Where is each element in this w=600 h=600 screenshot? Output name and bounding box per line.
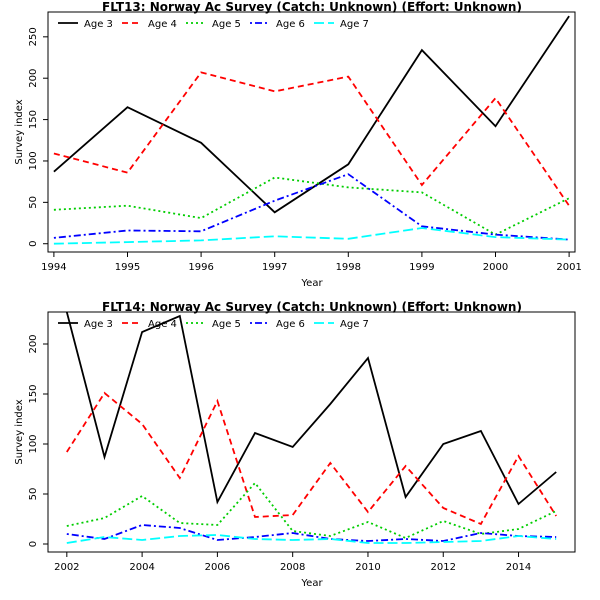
x-tick-label: 2004 bbox=[129, 562, 154, 573]
series-line-age-6 bbox=[66, 524, 557, 542]
x-tick-label: 1998 bbox=[336, 262, 361, 273]
x-tick-label: 2010 bbox=[355, 562, 380, 573]
legend-label: Age 6 bbox=[276, 319, 305, 330]
x-axis-label: Year bbox=[300, 578, 323, 589]
legend-label: Age 5 bbox=[212, 19, 241, 30]
series-line-age-3 bbox=[65, 311, 557, 506]
axes: 2002 2004 2006 2008 2010 2012 2014 0 50 100 150 200 bbox=[28, 334, 531, 573]
y-tick-label: 150 bbox=[28, 110, 39, 129]
series-line-age-4 bbox=[66, 391, 557, 526]
y-axis-label: Survey index bbox=[14, 99, 25, 164]
x-tick-label: 1995 bbox=[115, 262, 140, 273]
plot-frame bbox=[47, 311, 576, 553]
series-line-age-4 bbox=[53, 71, 570, 207]
series-layer bbox=[53, 15, 570, 245]
x-tick-label: 2001 bbox=[556, 262, 581, 273]
x-tick-label: 2012 bbox=[431, 562, 456, 573]
series-line-age-6 bbox=[53, 173, 570, 241]
y-tick-label: 200 bbox=[28, 69, 39, 88]
y-tick-label: 50 bbox=[28, 196, 39, 209]
series-layer bbox=[65, 311, 557, 544]
legend-label: Age 3 bbox=[84, 319, 113, 330]
x-tick-label: 2008 bbox=[280, 562, 305, 573]
series-line-age-7 bbox=[66, 534, 557, 544]
legend-label: Age 7 bbox=[340, 19, 369, 30]
legend-label: Age 4 bbox=[148, 319, 177, 330]
y-tick-label: 250 bbox=[28, 27, 39, 46]
y-tick-label: 50 bbox=[28, 488, 39, 501]
legend: Age 3 Age 4 Age 5 Age 6 Age 7 bbox=[58, 319, 369, 330]
legend-label: Age 7 bbox=[340, 319, 369, 330]
series-line-age-5 bbox=[53, 176, 570, 236]
x-tick-label: 1996 bbox=[188, 262, 213, 273]
x-tick-label: 2000 bbox=[483, 262, 508, 273]
legend-label: Age 5 bbox=[212, 319, 241, 330]
y-tick-label: 100 bbox=[28, 434, 39, 453]
x-tick-label: 1994 bbox=[41, 262, 66, 273]
plot-frame bbox=[47, 11, 576, 253]
chart-panel-flt14: FLT14: Norway Ac Survey (Catch: Unknown)… bbox=[14, 300, 576, 589]
chart-title: FLT13: Norway Ac Survey (Catch: Unknown)… bbox=[102, 0, 522, 14]
chart-title: FLT14: Norway Ac Survey (Catch: Unknown)… bbox=[102, 300, 522, 314]
x-tick-label: 2014 bbox=[506, 562, 531, 573]
x-tick-label: 1997 bbox=[262, 262, 287, 273]
x-axis-label: Year bbox=[300, 278, 323, 289]
y-tick-label: 100 bbox=[28, 151, 39, 170]
y-tick-label: 0 bbox=[28, 541, 39, 547]
legend-label: Age 4 bbox=[148, 19, 177, 30]
x-tick-label: 2002 bbox=[54, 562, 79, 573]
y-tick-label: 0 bbox=[28, 241, 39, 247]
series-line-age-7 bbox=[53, 227, 570, 245]
chart-panel-flt13: FLT13: Norway Ac Survey (Catch: Unknown)… bbox=[14, 0, 582, 289]
series-line-age-3 bbox=[53, 15, 570, 214]
series-line-age-5 bbox=[66, 481, 557, 539]
legend-label: Age 6 bbox=[276, 19, 305, 30]
legend-label: Age 3 bbox=[84, 19, 113, 30]
axes: 1994 1995 1996 1997 1998 1999 2000 2001 0 50 100 15… bbox=[28, 27, 582, 273]
legend: Age 3 Age 4 Age 5 Age 6 Age 7 bbox=[58, 19, 369, 30]
y-axis-label: Survey index bbox=[14, 399, 25, 464]
y-tick-label: 150 bbox=[28, 384, 39, 403]
x-tick-label: 2006 bbox=[205, 562, 230, 573]
y-tick-label: 200 bbox=[28, 334, 39, 353]
x-tick-label: 1999 bbox=[409, 262, 434, 273]
